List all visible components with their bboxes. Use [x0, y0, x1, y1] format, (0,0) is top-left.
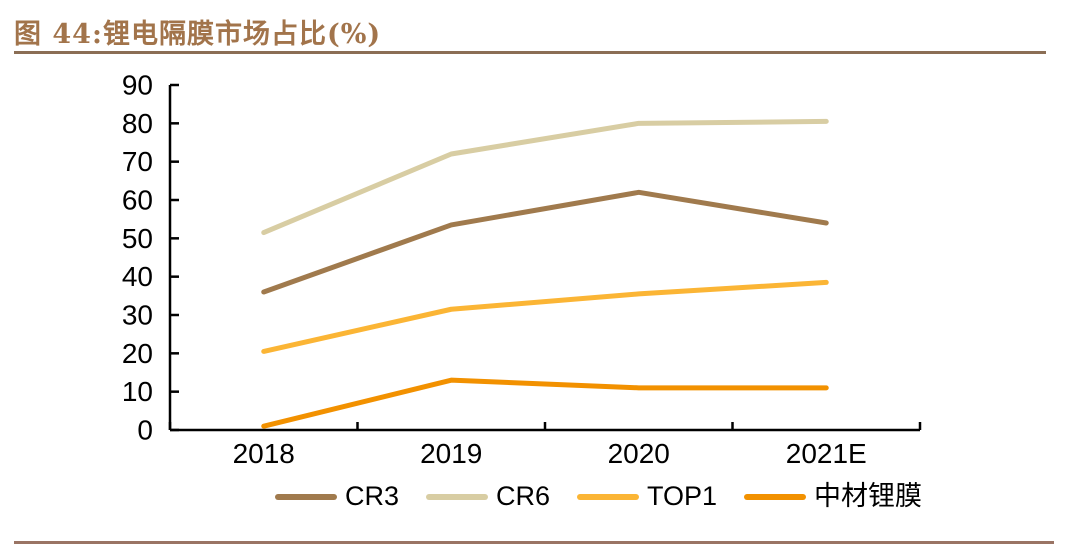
- y-axis-tick-label: 80: [122, 108, 153, 139]
- y-axis-tick-label: 40: [122, 261, 153, 292]
- x-axis-tick-label: 2020: [608, 438, 670, 469]
- legend-item-TOP1: TOP1: [577, 483, 717, 510]
- x-axis-tick-label: 2019: [420, 438, 482, 469]
- y-axis-tick-label: 20: [122, 338, 153, 369]
- legend-label: CR6: [495, 481, 550, 511]
- chart-legend: CR3 CR6 TOP1 中材锂膜: [170, 483, 1027, 510]
- y-axis-tick-label: 60: [122, 185, 153, 216]
- legend-label: 中材锂膜: [814, 481, 923, 511]
- series-line-CR6: [261, 118, 829, 236]
- legend-label: CR3: [344, 481, 399, 511]
- series-line-TOP1: [261, 279, 829, 354]
- figure-title: 图 44:锂电隔膜市场占比(%): [14, 19, 382, 50]
- y-axis-tick-label: 90: [122, 70, 153, 101]
- legend-item-CR3: CR3: [274, 481, 399, 511]
- y-axis-tick-label: 70: [122, 146, 153, 177]
- legend-swatch-icon: [425, 493, 488, 500]
- bottom-divider: [14, 541, 1054, 544]
- legend-swatch-icon: [744, 493, 807, 500]
- x-axis-tick-label: 2021E: [786, 438, 867, 469]
- legend-label: TOP1: [647, 481, 718, 511]
- x-axis-tick-label: 2018: [233, 438, 295, 469]
- legend-item-CR6: CR6: [425, 481, 550, 511]
- y-axis-tick-label: 10: [122, 376, 153, 407]
- legend-swatch-icon: [577, 493, 639, 500]
- legend-swatch-icon: [274, 493, 337, 500]
- y-axis-tick-label: 30: [122, 300, 153, 331]
- y-axis-tick-label: 50: [122, 223, 153, 254]
- series-line-CR3: [261, 189, 829, 295]
- y-axis-tick-label: 0: [137, 415, 153, 446]
- legend-item-中材锂膜: 中材锂膜: [744, 483, 922, 510]
- series-line-中材锂膜: [261, 377, 829, 429]
- title-divider: [14, 51, 1046, 54]
